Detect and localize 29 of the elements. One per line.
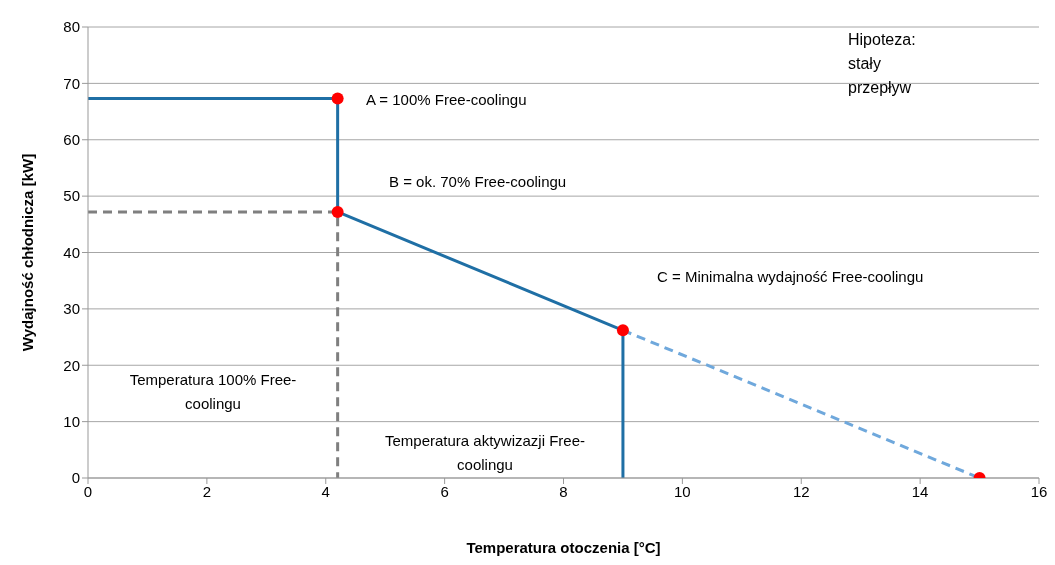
y-tick-label: 40 [63,243,80,261]
y-tick-label: 30 [63,300,80,318]
y-tick-label: 20 [63,356,80,374]
annotation: Temperatura aktywizazji Free-coolingu [383,431,587,475]
y-tick-label: 70 [63,74,80,92]
x-tick-label: 10 [674,482,691,500]
x-tick-label: 16 [1030,482,1048,500]
x-tick-label: 14 [911,482,929,500]
x-tick-label: 8 [559,482,568,500]
x-tick-label: 0 [83,482,93,500]
annotation: A = 100% Free-coolingu [366,90,528,110]
y-tick-label: 60 [63,131,80,149]
y-tick-label: 50 [63,187,80,205]
point [331,205,344,218]
annotation: Hipoteza: stały przepływ [848,30,917,98]
x-tick-label: 12 [792,482,810,500]
x-axis-title: Temperatura otoczenia [°C] [466,539,661,556]
annotation: C = Minimalna wydajność Free-coolingu [657,267,925,287]
y-tick-label: 10 [63,412,80,430]
annotation: B = ok. 70% Free-coolingu [389,172,568,192]
y-tick-label: 80 [63,18,80,36]
y-tick-label: 0 [71,469,80,487]
x-tick-label: 6 [440,482,449,500]
x-tick-label: 2 [202,482,212,500]
point [616,324,629,337]
y-axis-title: Wydajność chłodnicza [kW] [19,153,37,352]
point [331,92,344,105]
x-tick-label: 4 [321,482,330,500]
annotation: Temperatura 100% Free-coolingu [128,370,298,414]
